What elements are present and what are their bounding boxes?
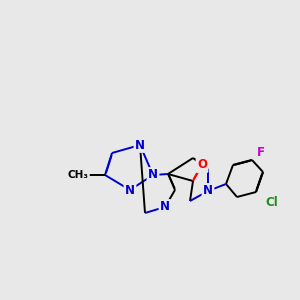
Text: N: N	[125, 184, 135, 196]
Text: N: N	[203, 184, 213, 197]
Text: F: F	[257, 146, 265, 158]
Text: N: N	[148, 169, 158, 182]
Text: N: N	[135, 139, 145, 152]
Text: O: O	[197, 158, 207, 172]
Text: CH₃: CH₃	[68, 170, 88, 180]
Text: Cl: Cl	[266, 196, 278, 208]
Text: N: N	[160, 200, 170, 214]
